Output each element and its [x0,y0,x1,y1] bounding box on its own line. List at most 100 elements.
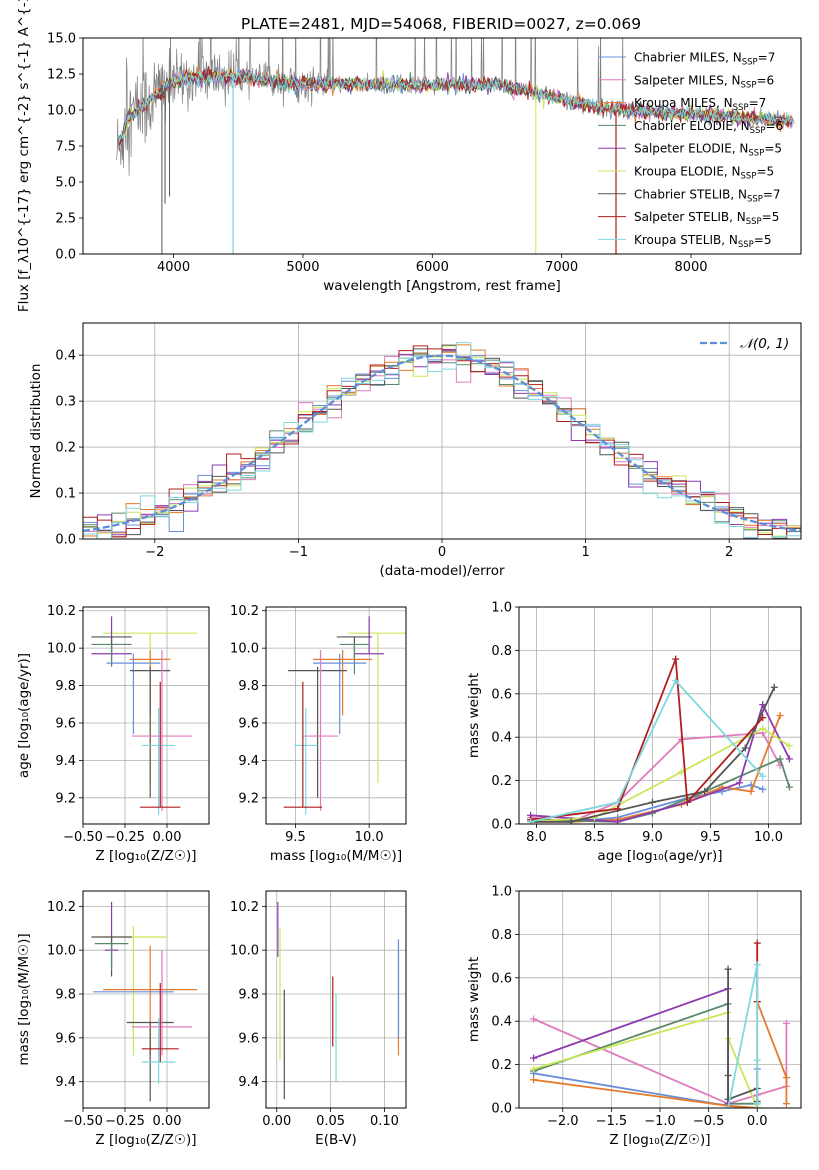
legend-label-main: Chabrier ELODIE, N [634,119,750,133]
legend-label: Salpeter MILES, NSSP=6 [634,73,774,90]
x-tick-label: 0.0 [747,1114,768,1129]
panel-spectrum: 4000 5000 6000 7000 8000 0.0 2.5 5.0 7.5 10.0 12.5… [16,0,802,312]
legend-label: Kroupa MILES, NSSP=7 [634,96,766,113]
y-tick-label: 10.2 [230,900,259,915]
histograms [83,342,801,539]
y-tick-label: 0.4 [55,349,76,364]
legend-label-tail: =6 [766,119,784,133]
panel-mass_vs_EBV: 0.00 0.05 0.10 9.4 9.6 9.8 10.0 10.2 E(B-V) [230,890,407,1148]
y-tick-label: 10.2 [230,604,259,619]
errorbars [91,901,198,1102]
y-tick-label: 10.0 [230,642,259,657]
legend-label-sub: SSP [750,126,766,136]
panel-mass_weight_vs_Z: −2.0 −1.5 −1.0 −0.5 0.0 0.0 0.2 0.4 0.6 0.8 1.0 Z [… [466,885,802,1148]
x-tick-label: 9.5 [285,830,306,845]
axes-frame [265,890,407,1109]
y-tick-label: 9.2 [55,791,76,806]
y-tick-label: 12.5 [47,68,76,83]
legend-label-sub: SSP [741,172,757,182]
x-axis-label: Z [log₁₀(Z/Z☉)] [609,1132,710,1148]
legend-label-main: Kroupa MILES, N [634,96,733,110]
axes-frame [82,606,210,825]
x-tick-label: 0.00 [262,1114,291,1129]
y-tick-label: 0.4 [491,731,512,746]
y-tick-label: 9.8 [238,679,259,694]
x-axis-label: (data-model)/error [379,563,505,579]
model-line-salpeter_stelib [118,66,793,145]
weight-line-kroupa_miles [530,715,781,823]
histogram-kroupa_stelib [83,342,801,539]
legend-label-sub: SSP [747,194,763,204]
legend-label-main: Salpeter ELODIE, N [634,142,748,156]
y-tick-label: 9.8 [55,679,76,694]
y-axis-label: mass weight [466,957,482,1042]
x-tick-label: −0.50 [63,1114,103,1129]
x-tick-label: −2.0 [547,1114,579,1129]
x-tick-label: 1 [581,545,589,560]
errorbars [277,901,400,1100]
x-axis-label: E(B-V) [315,1132,357,1148]
y-tick-label: 0.0 [491,1102,512,1117]
panel-mass_vs_Z: −0.50 −0.25 0.00 9.4 9.6 9.8 10.0 10.2 Z [log₁₀(… [16,890,210,1148]
x-tick-label: 9.5 [700,830,721,845]
legend-label-tail: =5 [754,233,772,247]
x-tick-label: 0 [438,545,446,560]
x-tick-label: −1.0 [644,1114,676,1129]
legend-label-sub: SSP [746,217,762,227]
x-tick-label: 7000 [545,260,578,275]
y-tick-label: 0.8 [491,644,512,659]
x-tick-label: 0.00 [153,830,182,845]
x-tick-label: −1.5 [596,1114,628,1129]
weight-lines [530,939,790,1108]
axes-frame [82,890,210,1109]
x-tick-label: 0.10 [370,1114,399,1129]
x-tick-label: 0.00 [153,1114,182,1129]
x-tick-label: 5000 [286,260,319,275]
panel-age_vs_mass: 9.5 10.0 9.2 9.4 9.6 9.8 10.0 10.2 mass [log₁₀(M… [230,604,407,864]
y-tick-label: 0.2 [491,1058,512,1073]
y-tick-label: 0.4 [491,1015,512,1030]
y-tick-label: 0.3 [55,395,76,410]
legend-label-tail: =7 [749,96,767,110]
legend-label-sub: SSP [742,58,758,68]
legend-label-main: Kroupa STELIB, N [634,233,738,247]
weight-line-salpeter_miles [530,731,781,823]
x-axis-label: Z [log₁₀(Z/Z☉)] [95,1132,196,1148]
y-tick-label: 0.6 [491,971,512,986]
legend-label-sub: SSP [733,103,749,113]
axes-frame [82,37,802,255]
weight-line-chabrier_stelib [530,686,776,823]
errorbars [91,616,198,815]
y-axis-label: age [log₁₀(age/yr)] [16,653,32,778]
x-tick-label: 9.0 [642,830,663,845]
y-tick-label: 9.4 [55,1075,76,1090]
y-tick-label: 0.2 [55,441,76,456]
x-axis-label: mass [log₁₀(M/M☉)] [270,848,402,864]
legend-label-tail: =7 [763,187,781,201]
y-tick-label: 9.6 [238,1031,259,1046]
legend-label: Salpeter STELIB, NSSP=5 [634,210,779,227]
legend-label-sub: SSP [748,149,764,159]
x-tick-label: 8.0 [526,830,547,845]
x-axis-label: Z [log₁₀(Z/Z☉)] [95,848,196,864]
y-tick-label: 9.6 [55,1031,76,1046]
y-tick-label: 10.0 [47,642,76,657]
legend-label: Kroupa STELIB, NSSP=5 [634,233,772,250]
legend-label: 𝒩(0, 1) [740,336,789,352]
legend-label: Chabrier MILES, NSSP=7 [634,51,775,68]
panel-age_vs_Z: −0.50 −0.25 0.00 9.2 9.4 9.6 9.8 10.0 10.2 Z [log… [16,604,210,864]
gaussian-curve [83,354,801,533]
y-tick-label: 0.8 [491,928,512,943]
y-tick-label: 9.6 [238,716,259,731]
y-tick-label: 9.4 [238,1075,259,1090]
y-tick-label: 10.0 [47,944,76,959]
axes-frame [518,890,802,1109]
errorbars [283,616,406,815]
x-tick-label: 0.05 [316,1114,345,1129]
axes-frame [82,322,802,540]
weight-line-salpeter_elodie [530,702,791,823]
y-tick-label: 9.8 [55,988,76,1003]
y-tick-label: 10.0 [47,104,76,119]
x-tick-label: 2 [725,545,733,560]
